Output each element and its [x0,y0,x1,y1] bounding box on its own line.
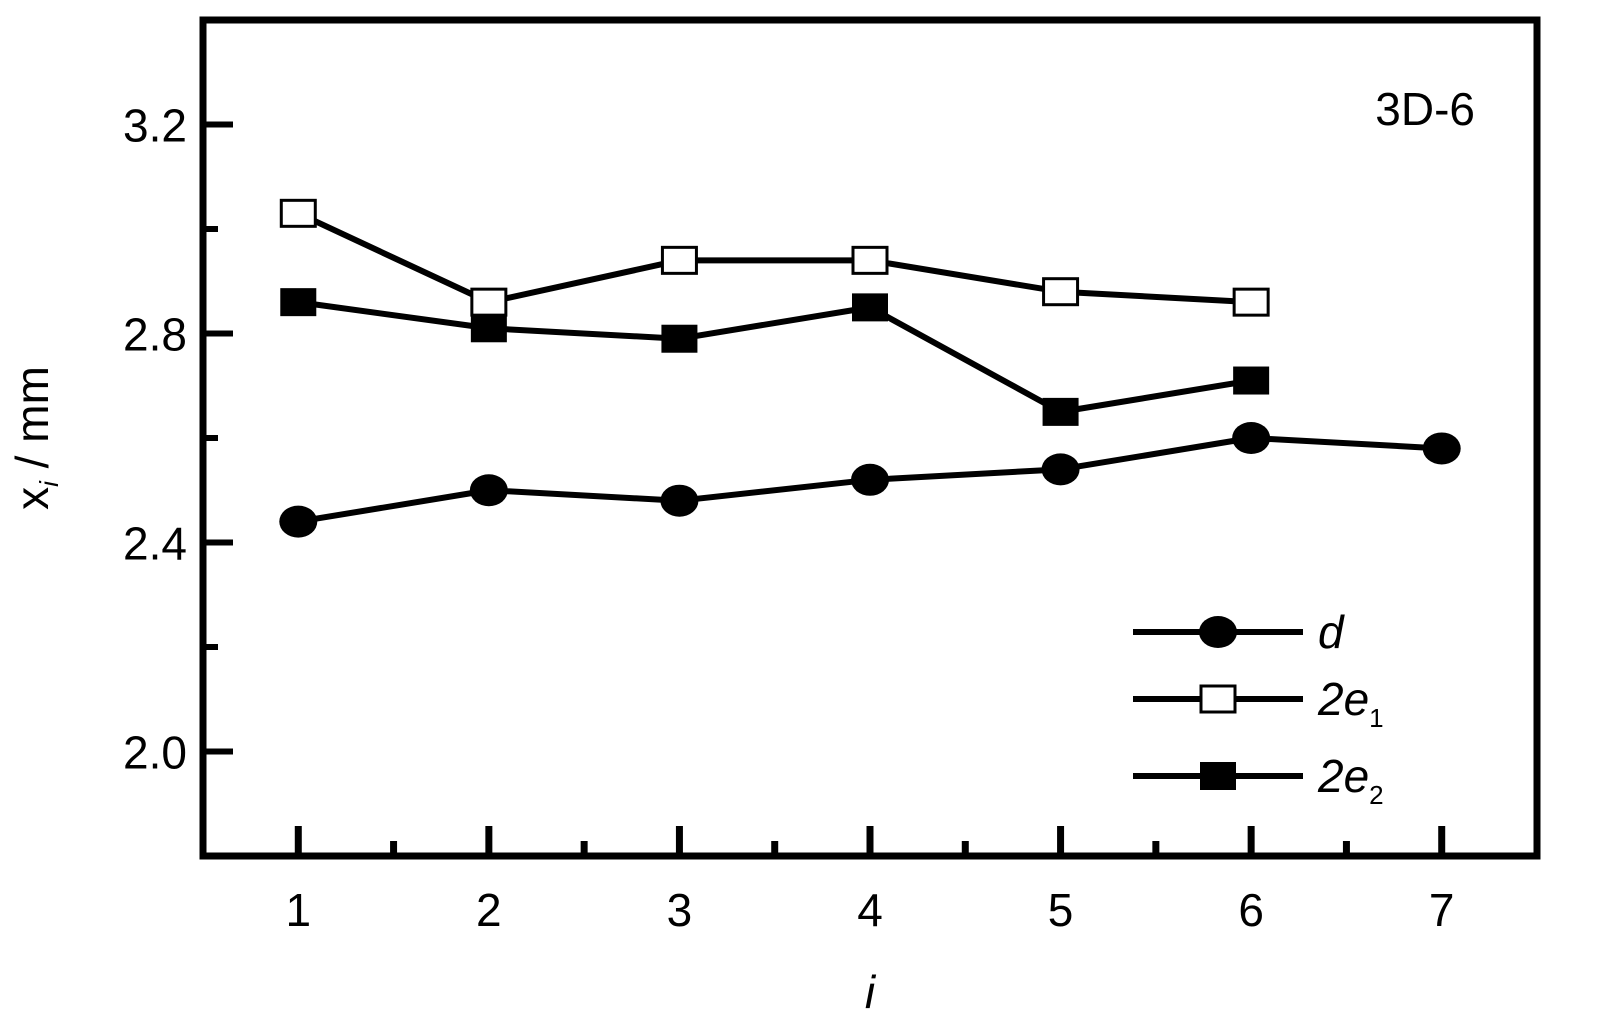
data-point [279,505,318,538]
y-tick-label: 3.2 [123,100,187,152]
data-point [851,245,889,275]
data-point [1042,277,1080,307]
series-layer [279,198,1461,538]
data-point [852,293,888,322]
data-point [1232,422,1271,454]
legend-entry: 2e2 [1133,750,1384,810]
data-point [1422,432,1461,465]
legend-label-subscript: 1 [1369,703,1383,733]
data-point [1041,453,1080,486]
data-point [851,463,889,496]
y-tick-label: 2.4 [123,518,187,570]
x-axis-label: i [865,966,877,1015]
data-point [279,198,317,228]
legend-label-main: d [1318,606,1345,658]
data-point [661,324,698,353]
data-point [470,314,507,343]
series-line [297,299,1252,415]
y-axis-label-subscript: i [34,480,64,487]
y-tick-label: 2.8 [123,309,187,361]
x-tick-label: 6 [1238,884,1264,936]
legend-label-main: 2e [1317,750,1369,802]
data-point [1233,366,1270,395]
legend-marker [1199,616,1237,648]
y-axis-label: xi / mm [6,366,64,510]
y-tick-label: 2.0 [123,727,187,779]
data-point [1042,397,1079,426]
y-axis-label-unit: / mm [6,366,58,481]
series-line [297,210,1252,306]
x-tick-label: 4 [857,884,883,936]
x-tick-label: 1 [285,884,311,936]
x-tick-label: 2 [476,884,502,936]
legend-marker [1199,684,1237,714]
y-axis-ticks: 2.0 2.4 2.8 3.2 [123,100,233,779]
chart-annotation: 3D-6 [1375,83,1475,135]
y-axis-label-main: x [6,487,58,510]
x-axis-ticks: 1 2 3 4 5 6 7 [285,826,1455,936]
x-tick-label: 3 [667,884,693,936]
data-point [470,287,508,317]
legend-label: d [1318,606,1345,658]
x-tick-label: 7 [1429,884,1455,936]
x-tick-label: 5 [1048,884,1074,936]
data-point [280,288,317,317]
legend-entry: d [1133,606,1345,658]
legend-label-subscript: 2 [1369,780,1383,810]
legend-marker [1200,762,1236,790]
data-point [469,474,508,507]
series-1 [279,422,1461,538]
data-point [660,484,699,517]
legend-label: 2e2 [1317,750,1384,810]
legend-label-main: 2e [1317,673,1369,725]
data-point [660,245,698,275]
legend-label: 2e1 [1317,673,1384,733]
legend-entry: 2e1 [1133,673,1384,733]
series-3 [280,288,1270,426]
data-point [1232,287,1270,317]
series-2 [279,198,1270,317]
